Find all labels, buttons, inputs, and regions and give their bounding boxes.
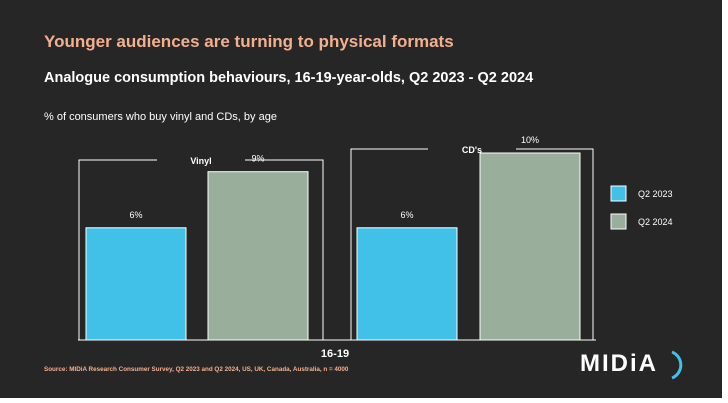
category-label: Vinyl — [190, 156, 211, 166]
data-label: 10% — [521, 135, 539, 145]
legend-label: Q2 2024 — [638, 217, 673, 227]
bar — [85, 227, 187, 341]
headline: Younger audiences are turning to physica… — [44, 32, 454, 51]
data-label: 6% — [129, 210, 142, 220]
logo-arc-icon — [671, 350, 683, 380]
data-label: 6% — [400, 210, 413, 220]
legend-label: Q2 2023 — [638, 189, 673, 199]
bar — [356, 227, 458, 341]
bar — [479, 152, 581, 341]
legend-swatch — [610, 185, 627, 202]
chart-subtitle: Analogue consumption behaviours, 16-19-y… — [44, 70, 534, 86]
bar — [207, 171, 309, 341]
category-bracket — [78, 159, 324, 340]
legend-swatch — [610, 213, 627, 230]
slide: Younger audiences are turning to physica… — [0, 0, 722, 398]
source-note: Source: MIDiA Research Consumer Survey, … — [44, 366, 349, 373]
category-label: CD's — [462, 145, 482, 155]
chart-caption: % of consumers who buy vinyl and CDs, by… — [44, 111, 277, 123]
midia-logo: MIDiA — [580, 350, 658, 377]
x-group-label: 16-19 — [321, 348, 349, 360]
bar-chart: Vinyl 6% 9% CD's 6% 10% 16-19 Q2 2023 Q2 2024 — [78, 135, 673, 360]
category-bracket — [350, 148, 594, 340]
data-label: 9% — [251, 154, 264, 164]
